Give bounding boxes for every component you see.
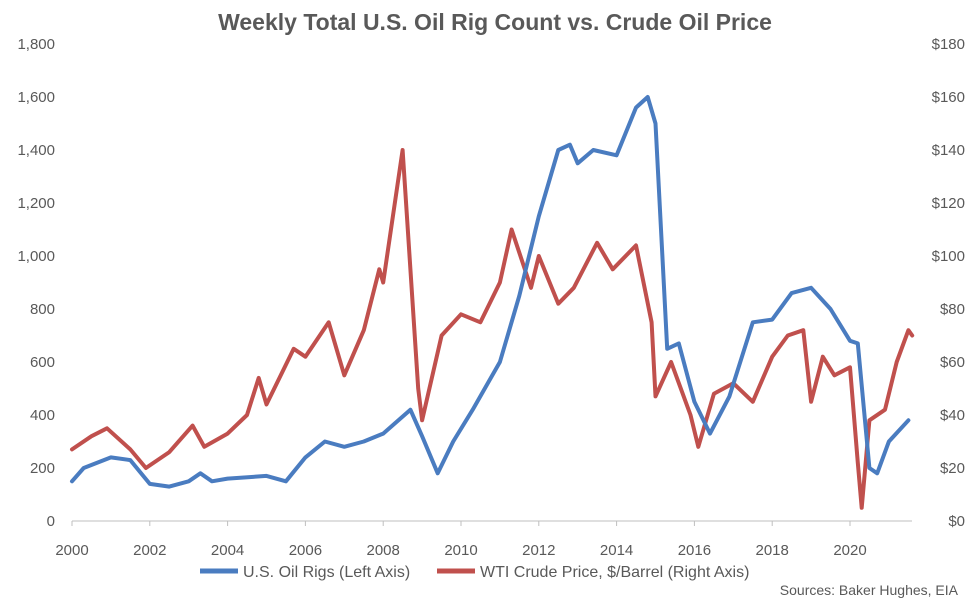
y-right-tick-label: $80 <box>940 301 965 318</box>
legend-label-wti: WTI Crude Price, $/Barrel (Right Axis) <box>480 564 749 581</box>
source-note: Sources: Baker Hughes, EIA <box>780 582 959 598</box>
x-tick-label: 2010 <box>444 542 477 559</box>
y-left-tick-label: 1,600 <box>17 89 55 106</box>
y-left-tick-label: 1,800 <box>17 36 55 53</box>
x-tick-label: 2002 <box>133 542 166 559</box>
axes: 2000 2002 2004 2006 2008 2010 2012 2014 2016 2018… <box>17 36 965 559</box>
y-left-tick-label: 1,400 <box>17 142 55 159</box>
y-right-tick-label: $20 <box>940 460 965 477</box>
legend: U.S. Oil Rigs (Left Axis) WTI Crude Pric… <box>200 564 749 581</box>
x-tick-label: 2018 <box>756 542 789 559</box>
series-layer <box>70 95 915 510</box>
y-left-tick-label: 600 <box>30 354 55 371</box>
y-left-tick-label: 1,000 <box>17 248 55 265</box>
y-left-tick-label: 800 <box>30 301 55 318</box>
series-line-wti-price <box>70 148 915 510</box>
x-tick-label: 2016 <box>678 542 711 559</box>
y-right-tick-label: $100 <box>932 248 965 265</box>
x-tick-label: 2008 <box>367 542 400 559</box>
y-left-tick-label: 400 <box>30 407 55 424</box>
y-right-tick-label: $180 <box>932 36 965 53</box>
x-tick-label: 2014 <box>600 542 633 559</box>
y-right-tick-label: $160 <box>932 89 965 106</box>
y-right-tick-label: $60 <box>940 354 965 371</box>
x-tick-label: 2012 <box>522 542 555 559</box>
y-right-tick-label: $0 <box>948 513 965 530</box>
x-tick-label: 2000 <box>55 542 88 559</box>
chart-title: Weekly Total U.S. Oil Rig Count vs. Crud… <box>218 9 772 35</box>
x-tick-label: 2020 <box>833 542 866 559</box>
legend-label-rigs: U.S. Oil Rigs (Left Axis) <box>243 564 410 581</box>
y-right-tick-label: $40 <box>940 407 965 424</box>
y-left-tick-label: 0 <box>47 513 55 530</box>
y-right-tick-label: $120 <box>932 195 965 212</box>
series-line-oil-rigs <box>70 95 911 489</box>
x-tick-label: 2006 <box>289 542 322 559</box>
y-right-tick-label: $140 <box>932 142 965 159</box>
y-left-tick-label: 200 <box>30 460 55 477</box>
y-left-tick-label: 1,200 <box>17 195 55 212</box>
x-tick-label: 2004 <box>211 542 244 559</box>
